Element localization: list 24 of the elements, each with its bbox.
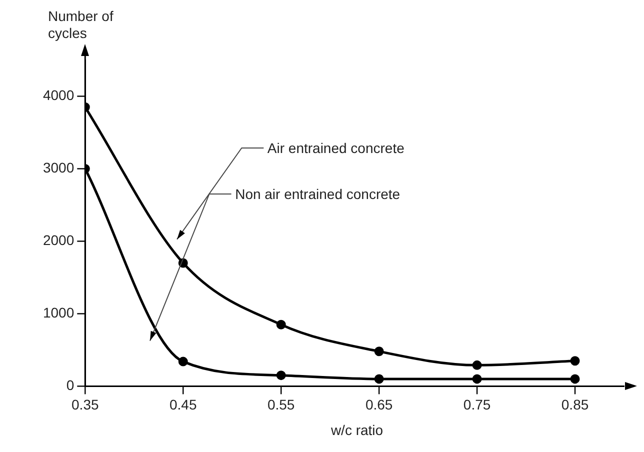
- y-tick-label: 1000: [42, 304, 74, 321]
- annotation: Non air entrained concrete: [235, 184, 400, 203]
- annotation: Air entrained concrete: [267, 139, 404, 158]
- point: [276, 320, 286, 330]
- point: [570, 374, 580, 384]
- y-axis-title: Number of cycles: [48, 8, 114, 42]
- y-tick-label: 3000: [42, 160, 74, 176]
- x-tick-label: 0.55: [267, 396, 295, 412]
- y-tick-label: 0: [66, 377, 74, 394]
- y-tick-label: 4000: [42, 87, 74, 104]
- point: [178, 356, 188, 366]
- y-tick-label: 2000: [42, 232, 74, 248]
- point: [276, 370, 286, 380]
- x-tick-label: 0.75: [463, 396, 491, 412]
- point: [570, 356, 580, 366]
- point: [374, 346, 384, 356]
- point: [472, 360, 482, 370]
- x-axis-title: w/c ratio: [330, 422, 384, 438]
- x-tick-label: 0.35: [72, 396, 99, 412]
- x-tick-label: 0.65: [365, 396, 393, 412]
- point: [472, 374, 482, 384]
- x-tick-label: 0.85: [561, 396, 589, 412]
- point: [374, 374, 384, 384]
- x-tick-label: 0.45: [169, 396, 197, 412]
